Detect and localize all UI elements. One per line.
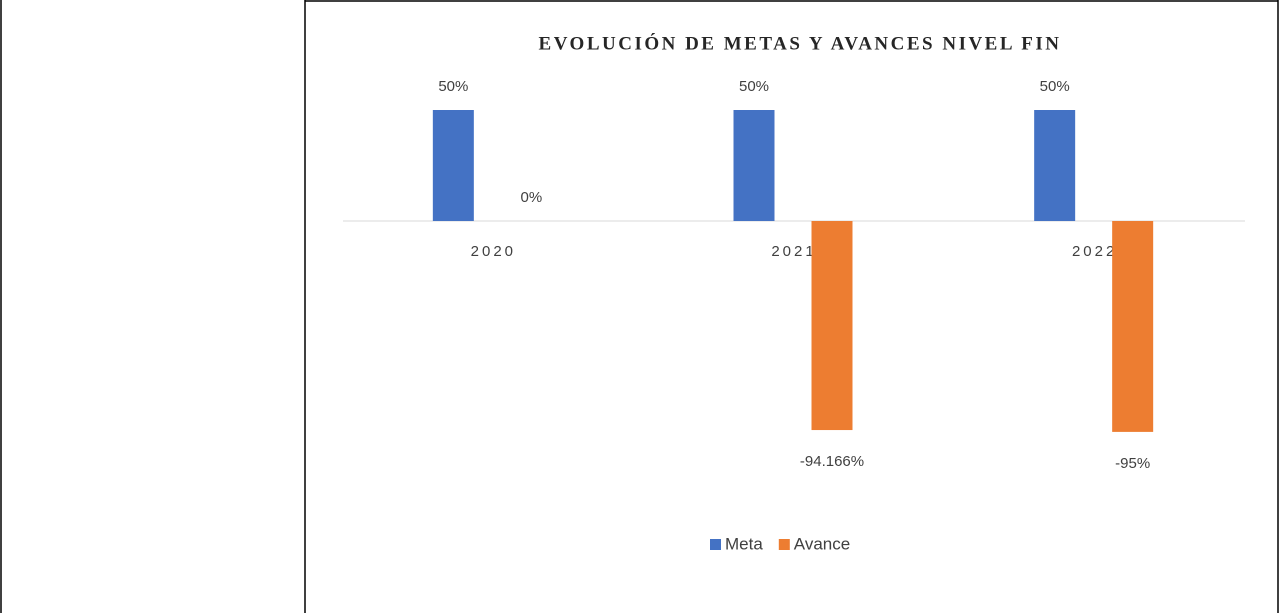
data-label: 50%	[1040, 78, 1070, 95]
bar	[1112, 221, 1154, 432]
data-label: -95%	[1115, 455, 1150, 472]
legend-swatch	[710, 539, 721, 550]
x-tick-label: 2022	[1072, 243, 1117, 260]
data-label: 50%	[739, 78, 769, 95]
legend-label: Avance	[794, 534, 850, 553]
data-label: -94.166%	[800, 453, 864, 470]
data-label: 0%	[520, 189, 542, 206]
legend-swatch	[778, 539, 790, 550]
bar	[733, 110, 775, 221]
x-tick-label: 2020	[471, 243, 516, 260]
bar	[1034, 110, 1076, 221]
data-label: 50%	[438, 78, 468, 95]
bar	[811, 221, 853, 431]
legend-label: Meta	[725, 534, 763, 553]
x-tick-label: 2021	[771, 243, 816, 260]
chart-title: EVOLUCIÓN DE METAS Y AVANCES NIVEL FIN	[539, 32, 1062, 54]
bar	[432, 110, 474, 221]
